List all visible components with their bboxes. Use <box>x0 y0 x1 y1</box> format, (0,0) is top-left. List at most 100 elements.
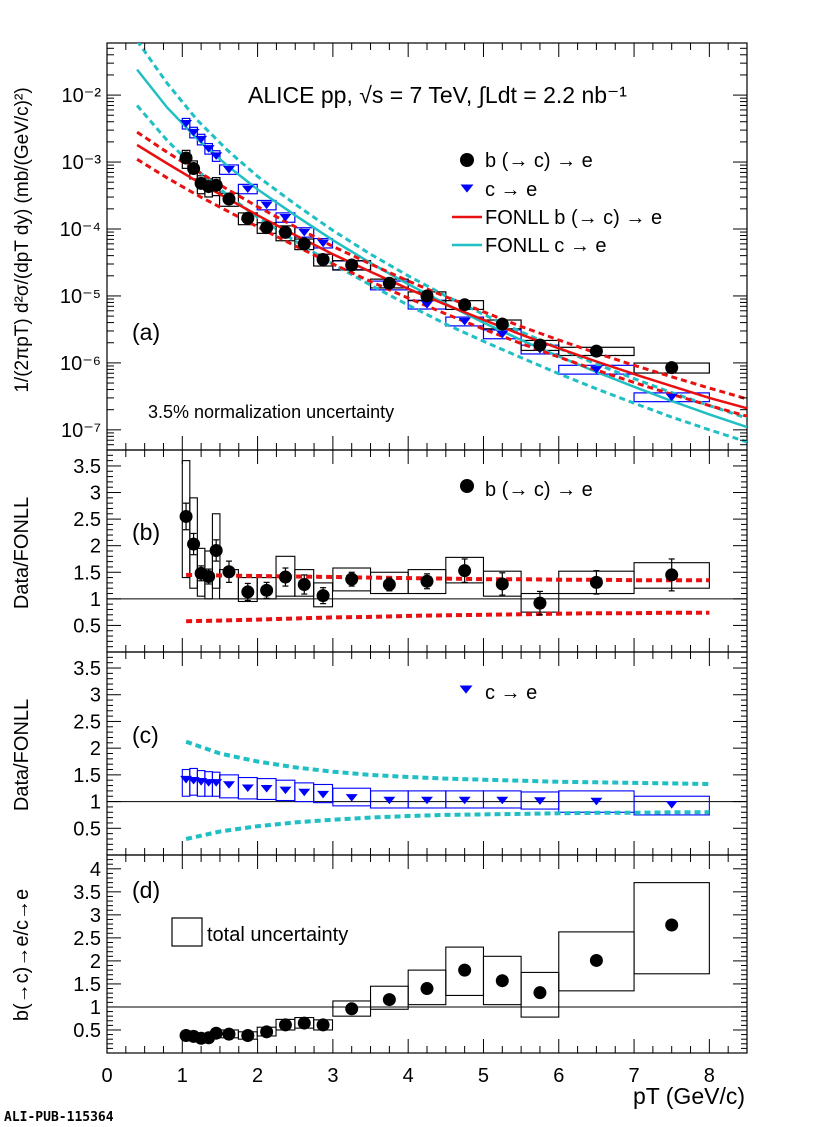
ytick-label: 2.5 <box>73 509 101 531</box>
c-sys-box <box>218 164 239 175</box>
normalization-note: 3.5% normalization uncertainty <box>148 402 394 422</box>
c-point <box>241 185 254 194</box>
ratio-bc-point <box>222 1027 236 1041</box>
ytick-label: 1 <box>90 589 101 611</box>
b-ratio-sys-box <box>313 582 334 608</box>
c-point <box>665 393 678 402</box>
panel-b-label: (b) <box>132 519 160 545</box>
b-ratio-point <box>297 577 311 591</box>
c-point <box>222 166 235 174</box>
b-ratio-point <box>533 596 547 610</box>
ratio-bc-point <box>382 993 396 1007</box>
legend-a-fonll-b-label: FONLL b (→ c) → e <box>485 207 662 229</box>
b-ratio-point <box>202 570 216 584</box>
ytick-label: 2 <box>90 951 101 973</box>
ratio-bc-point <box>420 982 434 996</box>
panel-b-curves <box>186 572 710 624</box>
c-ratio-point <box>222 781 235 789</box>
ytick-label: 3.5 <box>73 456 101 478</box>
fonll-c-ratio-lower <box>185 810 710 841</box>
panel-c-boxes <box>181 767 710 816</box>
panel-a-ylabel: 1/(2πpT) d²σ/(dpT dy) (mb/(GeV/c)²) <box>12 87 33 392</box>
panel-d-ylabel: b(→c)→e/c→e <box>11 889 33 1021</box>
ratio-bc-point <box>316 1018 330 1032</box>
c-ratio-point <box>210 779 223 787</box>
fonll-c-lower <box>135 104 747 444</box>
c-point <box>421 301 433 309</box>
ytick-label: 1.5 <box>73 562 101 584</box>
legend-b-marker <box>460 479 474 493</box>
b-point <box>420 289 434 303</box>
panel-frame-1 <box>106 449 748 653</box>
b-point <box>533 338 547 352</box>
ratio-bc-point <box>278 1018 292 1032</box>
panel-d-boxes <box>181 882 710 1043</box>
panel-b-ylabel: Data/FONLL <box>11 497 33 609</box>
b-ratio-point <box>278 570 292 584</box>
ytick-label: 0.5 <box>73 1020 101 1042</box>
b-ratio-point <box>187 537 201 551</box>
b-point <box>209 178 223 192</box>
b-point <box>316 253 330 267</box>
legend-a-fonll-c-label: FONLL c → e <box>485 235 607 257</box>
b-ratio-point <box>241 585 255 599</box>
c-ratio-point <box>590 797 603 806</box>
xtick-label: 7 <box>628 1065 639 1087</box>
c-ratio-point <box>202 779 215 787</box>
ytick-label: 2.5 <box>73 711 101 733</box>
b-ratio-sys-box <box>482 570 522 597</box>
c-point <box>298 228 311 237</box>
ytick-label: 3 <box>90 685 101 707</box>
ytick-label: 10⁻⁶ <box>60 353 101 375</box>
legend-c-marker <box>459 685 473 694</box>
b-point <box>345 258 359 272</box>
c-point <box>180 119 193 128</box>
ratio-bc-point <box>260 1025 274 1039</box>
b-point <box>241 211 255 225</box>
panel-c-ylabel: Data/FONLL <box>11 699 33 811</box>
c-ratio-point <box>241 784 254 793</box>
b-ratio-point <box>222 565 236 579</box>
b-point <box>495 317 509 331</box>
ratio-bc-point <box>665 918 679 932</box>
panel-frame-2 <box>106 651 748 856</box>
b-point <box>665 361 679 375</box>
ytick-label: 0.5 <box>73 615 101 637</box>
xtick-label: 4 <box>403 1065 414 1087</box>
ytick-label: 3 <box>90 483 101 505</box>
c-point <box>187 128 200 137</box>
b-ratio-point <box>665 568 679 582</box>
fonll-curves <box>135 43 747 841</box>
ytick-label: 10⁻⁷ <box>61 420 101 442</box>
ytick-label: 2.5 <box>73 928 101 950</box>
c-point <box>195 135 208 144</box>
fonll-c-upper <box>136 43 747 420</box>
c-ratio-point <box>345 794 358 802</box>
ytick-label: 10⁻⁴ <box>60 219 101 241</box>
c-ratio-point <box>260 784 273 793</box>
b-ratio-point <box>209 543 223 557</box>
legend-a-c-label: c → e <box>485 179 537 201</box>
legend-b-label: b (→ c) → e <box>485 479 593 501</box>
fonll-b-ratio-upper <box>186 572 710 583</box>
b-point <box>589 344 603 358</box>
legend-a-c-marker <box>460 184 474 193</box>
ytick-label: 3.5 <box>73 658 101 680</box>
xtick-label: 2 <box>252 1065 263 1087</box>
panel-c-label: (c) <box>132 722 159 748</box>
ytick-label: 1 <box>90 997 101 1019</box>
c-ratio-point <box>533 797 546 805</box>
ytick-label: 10⁻² <box>62 85 102 107</box>
ratio-bc-point <box>297 1016 311 1030</box>
ratio-bc-point <box>495 974 509 988</box>
b-ratio-point <box>458 564 472 578</box>
panel-a-label: (a) <box>132 319 160 345</box>
b-point <box>382 276 396 290</box>
b-point <box>278 225 292 239</box>
legend-d-label: total uncertainty <box>207 924 348 946</box>
c-point <box>317 239 330 248</box>
xtick-label: 6 <box>553 1065 564 1087</box>
ratio-bc-point <box>345 1002 359 1016</box>
